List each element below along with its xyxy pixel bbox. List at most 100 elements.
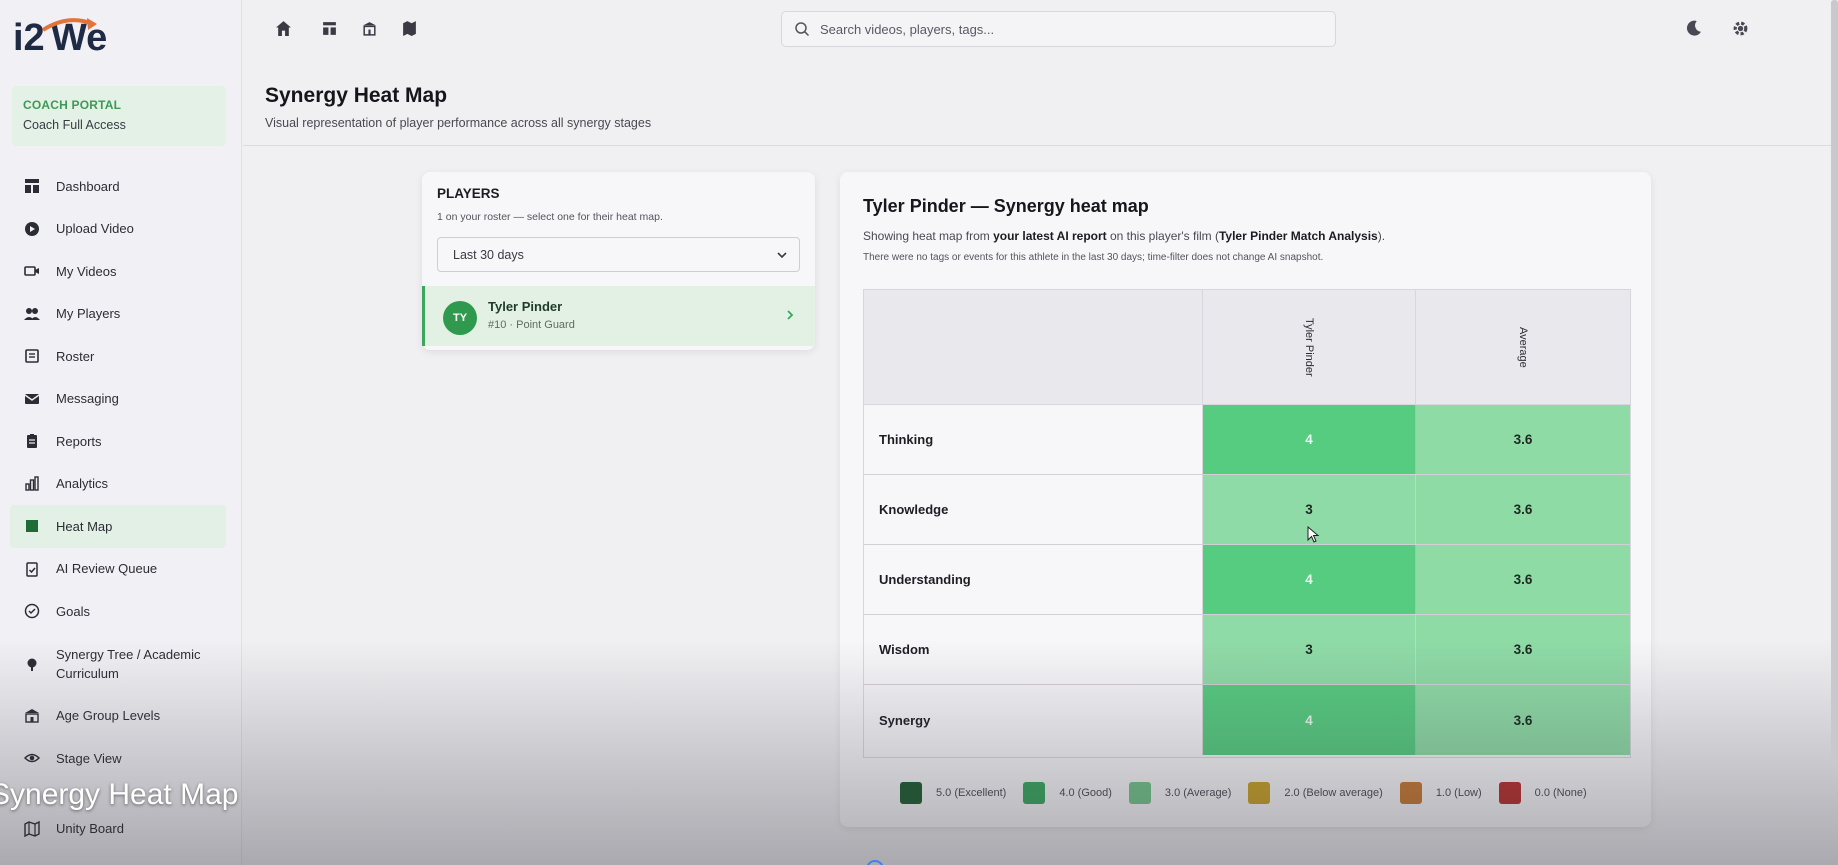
column-header-label: Tyler Pinder (1303, 317, 1315, 377)
time-filter-select[interactable]: Last 30 days (437, 237, 800, 272)
mail-icon (24, 391, 40, 407)
legend-label: 3.0 (Average) (1164, 787, 1232, 799)
legend-swatch (1023, 782, 1046, 804)
heat-map-description: Showing heat map from your latest AI rep… (863, 229, 1385, 243)
heat-cell-average[interactable]: 3.6 (1416, 545, 1630, 614)
sidebar-item-analytics[interactable]: Analytics (10, 463, 226, 506)
page-subtitle: Visual representation of player performa… (265, 116, 652, 130)
legend-swatch (1248, 782, 1271, 804)
avatar: TY (443, 301, 477, 335)
heat-map-title: Tyler Pinder — Synergy heat map (863, 196, 1149, 216)
grid-row-synergy: Synergy 4 3.6 (864, 685, 1630, 755)
column-header-average: Average (1416, 290, 1630, 404)
legend-label: 5.0 (Excellent) (936, 787, 1007, 799)
sidebar-item-label: Stage View (56, 750, 122, 766)
dashboard-icon (24, 178, 40, 194)
app-logo[interactable]: i2 We (13, 12, 123, 60)
roster-icon (24, 348, 40, 364)
row-label: Thinking (864, 405, 1203, 474)
sidebar-item-roster[interactable]: Roster (10, 335, 226, 378)
sidebar-item-age-group-levels[interactable]: Age Group Levels (10, 695, 226, 738)
legend-item: 4.0 (Good) (1023, 782, 1112, 804)
legend-swatch (1498, 782, 1521, 804)
legend-swatch (1128, 782, 1151, 804)
page-scrollbar[interactable] (1831, 0, 1838, 760)
player-name: Tyler Pinder (488, 299, 563, 314)
row-label: Synergy (864, 685, 1203, 755)
sidebar-item-label: Heat Map (56, 518, 113, 534)
svg-text:i2: i2 (13, 17, 45, 59)
video-icon (24, 263, 40, 279)
grid-header-row: Tyler Pinder Average (864, 290, 1630, 405)
eye-icon (24, 750, 40, 766)
sidebar-item-unity-board[interactable]: Unity Board (10, 808, 226, 851)
legend-swatch (1399, 782, 1422, 804)
sidebar-item-label: Analytics (56, 476, 109, 492)
heat-map-panel: Tyler Pinder — Synergy heat map Showing … (840, 172, 1651, 827)
sidebar-item-goals[interactable]: Goals (10, 590, 226, 633)
sidebar-item-heat-map[interactable]: Heat Map (10, 505, 226, 548)
building-icon[interactable] (359, 18, 379, 38)
loading-spinner-icon (866, 860, 884, 865)
column-header-label: Average (1517, 326, 1529, 368)
moon-icon[interactable] (1683, 18, 1703, 38)
page-title: Synergy Heat Map (265, 84, 448, 107)
sidebar-item-label: My Videos (56, 263, 117, 279)
legend-item: 1.0 (Low) (1399, 782, 1482, 804)
map-icon[interactable] (399, 18, 419, 38)
heat-cell-player[interactable]: 4 (1203, 545, 1416, 614)
heat-cell-average[interactable]: 3.6 (1416, 685, 1630, 755)
row-label: Wisdom (864, 615, 1203, 684)
video-caption: Synergy Heat Map (0, 778, 239, 811)
search-input[interactable] (820, 21, 1300, 37)
row-label: Understanding (864, 545, 1203, 614)
grid-row-understanding: Understanding 4 3.6 (864, 545, 1630, 615)
heat-map-note: There were no tags or events for this at… (863, 252, 1324, 263)
desc-suffix: ). (1377, 229, 1386, 243)
legend-label: 2.0 (Below average) (1284, 787, 1383, 799)
desc-mid: on this player's film ( (1106, 229, 1219, 243)
grid-row-wisdom: Wisdom 3 3.6 (864, 615, 1630, 685)
school-icon (24, 708, 40, 724)
player-list-item[interactable]: TY Tyler Pinder #10 · Point Guard (422, 286, 815, 346)
portal-subtitle: Coach Full Access (23, 118, 126, 132)
heat-cell-average[interactable]: 3.6 (1416, 405, 1630, 474)
legend-item: 5.0 (Excellent) (900, 782, 1006, 804)
column-header-player: Tyler Pinder (1203, 290, 1416, 404)
search-bar[interactable] (781, 11, 1336, 47)
sidebar-item-dashboard[interactable]: Dashboard (10, 165, 226, 208)
row-label: Knowledge (864, 475, 1203, 544)
upload-video-icon (24, 221, 40, 237)
heat-cell-average[interactable]: 3.6 (1416, 475, 1630, 544)
layout-icon[interactable] (319, 18, 339, 38)
bar-chart-icon (24, 476, 40, 492)
heat-map-grid: Tyler Pinder Average Thinking 4 3.6 Know… (863, 289, 1631, 758)
desc-prefix: Showing heat map from (863, 229, 994, 243)
grid-row-thinking: Thinking 4 3.6 (864, 405, 1630, 475)
heat-cell-average[interactable]: 3.6 (1416, 615, 1630, 684)
sidebar-item-label: Age Group Levels (56, 708, 161, 724)
sidebar-item-my-players[interactable]: My Players (10, 293, 226, 336)
tree-icon (24, 656, 40, 672)
heat-cell-player[interactable]: 4 (1203, 405, 1416, 474)
sidebar-item-label: Unity Board (56, 821, 124, 837)
home-icon[interactable] (273, 18, 293, 38)
legend-item: 2.0 (Below average) (1248, 782, 1383, 804)
sidebar-item-reports[interactable]: Reports (10, 420, 226, 463)
chevron-right-icon (787, 310, 794, 320)
sidebar-item-my-videos[interactable]: My Videos (10, 250, 226, 293)
sidebar-item-label: Messaging (56, 391, 119, 407)
players-subtitle: 1 on your roster — select one for their … (437, 211, 663, 223)
heat-cell-player[interactable]: 4 (1203, 685, 1416, 755)
sidebar-item-upload-video[interactable]: Upload Video (10, 208, 226, 251)
sidebar-item-stage-view[interactable]: Stage View (10, 737, 226, 780)
sidebar-item-messaging[interactable]: Messaging (10, 378, 226, 421)
sidebar-item-label: My Players (56, 306, 121, 322)
sidebar-item-ai-review-queue[interactable]: AI Review Queue (10, 548, 226, 591)
sidebar-item-synergy-tree[interactable]: Synergy Tree / Academic Curriculum (10, 633, 226, 695)
heat-cell-player[interactable]: 3 (1203, 615, 1416, 684)
legend-item: 3.0 (Average) (1128, 782, 1232, 804)
sidebar-item-label: Reports (56, 433, 102, 449)
gear-icon[interactable] (1730, 18, 1750, 38)
